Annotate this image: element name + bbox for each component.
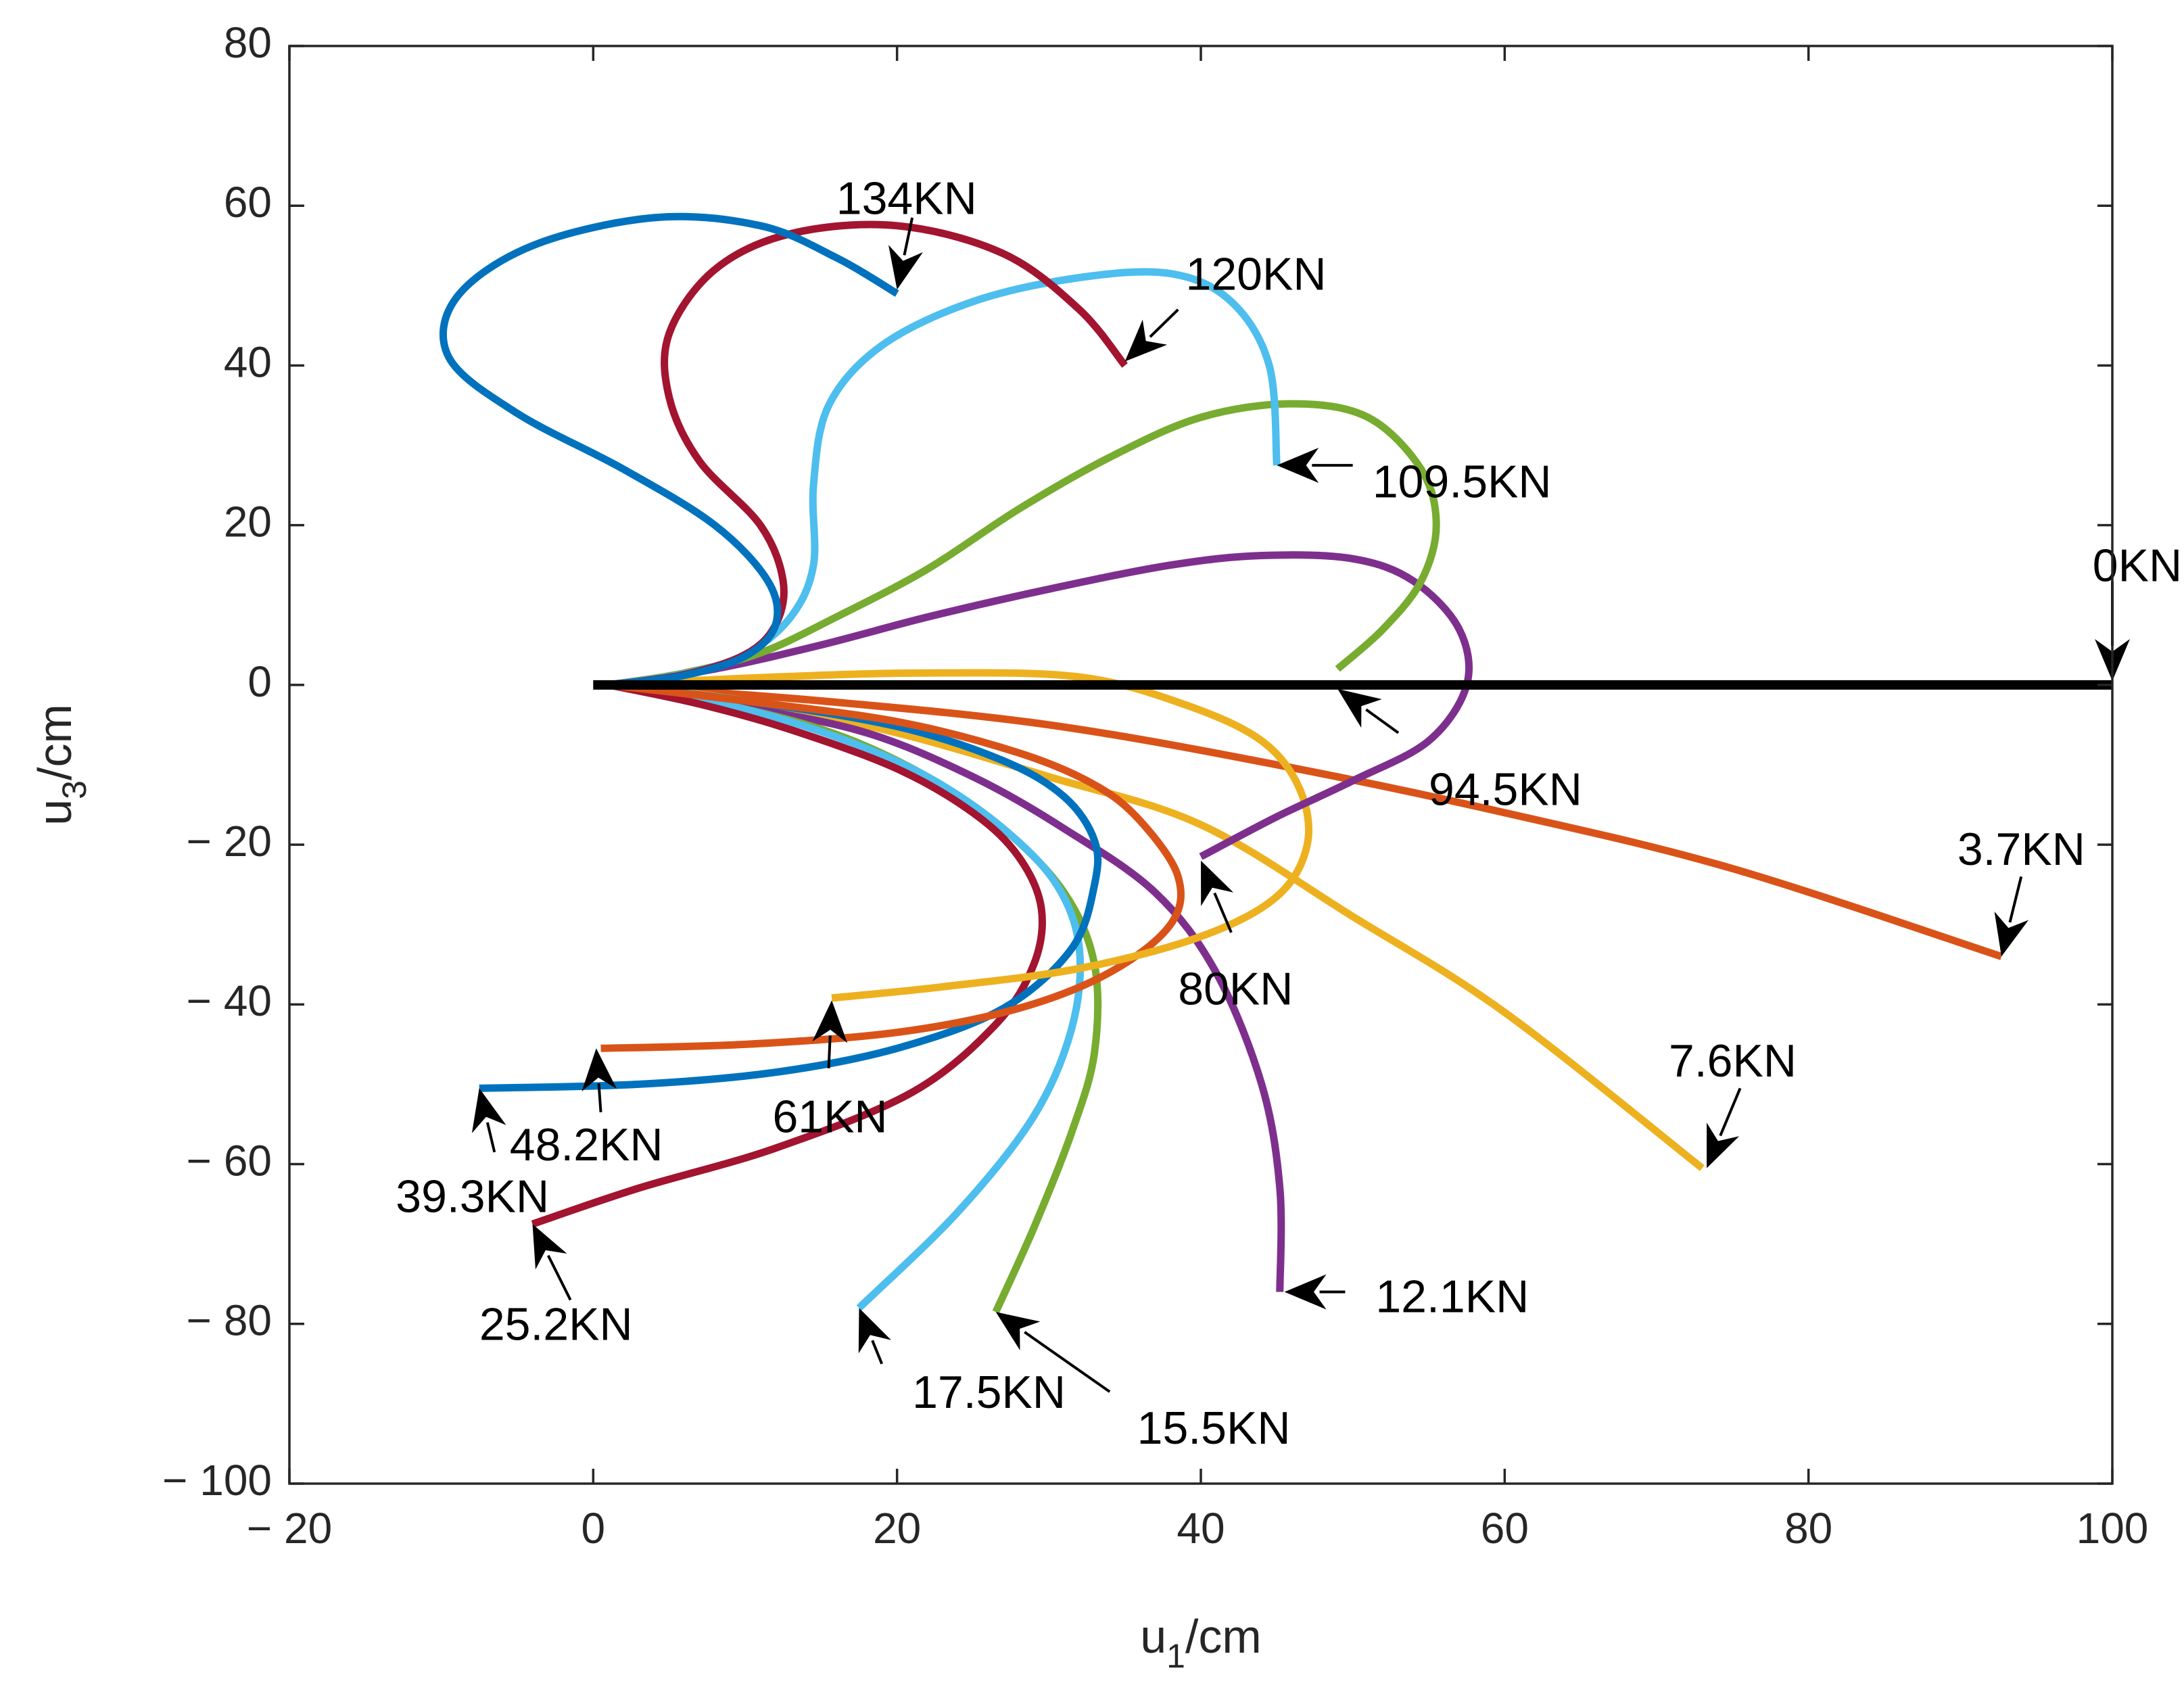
- annotation-layer: 0KN 3.7KN 7.6KN 12.1KN 15.5KN 17.5KN 25.2KN 39.…: [396, 172, 2182, 1454]
- annotation-arrow-shaft: [485, 1122, 496, 1153]
- annotation-arrow-shaft: [1365, 708, 1400, 734]
- annotation-arrow-shaft: [2008, 876, 2023, 923]
- annotation-arrow-shaft: [546, 1254, 572, 1301]
- y-tick-label: − 60: [187, 1136, 272, 1185]
- series-line-61kn: [608, 669, 1312, 1002]
- annotation-label: 15.5KN: [1137, 1402, 1291, 1454]
- y-tick-label: 0: [247, 657, 272, 706]
- x-tick-label: 0: [581, 1504, 606, 1553]
- annotation-arrow-head: [1337, 688, 1382, 728]
- annotation-label: 48.2KN: [510, 1119, 663, 1171]
- series-line-25-2kn: [531, 681, 1046, 1228]
- annotation-label: 17.5KN: [912, 1367, 1066, 1418]
- annotation-arrow-head: [1201, 860, 1234, 906]
- annotation-80kn: 80KN: [1178, 860, 1293, 1015]
- y-tick-label: 40: [224, 337, 272, 386]
- series-line-17-5kn: [607, 681, 1085, 1311]
- annotation-arrow-head: [1284, 1274, 1327, 1310]
- annotation-label: 61KN: [772, 1091, 887, 1143]
- series-line-48-2kn: [600, 681, 1185, 1052]
- annotation-label: 109.5KN: [1373, 456, 1552, 508]
- annotation-134kn: 134KN: [836, 172, 977, 290]
- annotation-7-6kn: 7.6KN: [1669, 1035, 1797, 1168]
- annotation-label: 3.7KN: [1957, 824, 2085, 875]
- y-tick-label: − 40: [187, 976, 272, 1025]
- annotation-label: 120KN: [1186, 248, 1327, 300]
- annotation-3-7kn: 3.7KN: [1957, 824, 2085, 957]
- series-layer: [439, 212, 2112, 1314]
- annotation-arrow-shaft: [827, 1035, 832, 1068]
- annotation-label: 7.6KN: [1669, 1035, 1797, 1087]
- annotation-94-5kn: 94.5KN: [1337, 688, 1582, 815]
- x-tick-label: 20: [873, 1504, 921, 1553]
- y-tick-label: 80: [224, 18, 272, 67]
- annotation-arrow-head: [858, 1308, 891, 1354]
- annotation-15-5kn: 15.5KN: [995, 1312, 1291, 1454]
- annotation-arrow-shaft: [597, 1083, 602, 1112]
- y-tick-label: − 100: [162, 1456, 272, 1505]
- annotation-label: 12.1KN: [1375, 1271, 1529, 1322]
- y-axis-label: u3/cm: [28, 704, 93, 826]
- annotation-arrow-shaft: [1024, 1331, 1111, 1393]
- annotation-arrow-shaft: [1719, 1087, 1742, 1137]
- y-tick-label: − 20: [187, 817, 272, 866]
- y-tick-label: 20: [224, 498, 272, 546]
- annotation-12-1kn: 12.1KN: [1284, 1271, 1529, 1322]
- annotation-25-2kn: 25.2KN: [479, 1224, 633, 1350]
- annotation-109-5kn: 109.5KN: [1277, 448, 1552, 508]
- annotation-label: 80KN: [1178, 964, 1293, 1015]
- annotation-arrow-head: [532, 1224, 567, 1270]
- axes-layer: − 20 0 20 40 60 80 100 − 100 − 80 − 60 − 40 − 20 0 20…: [28, 18, 2148, 1675]
- x-tick-label: 80: [1784, 1504, 1832, 1553]
- x-tick-label: 40: [1177, 1504, 1225, 1553]
- annotation-arrow-head: [888, 245, 923, 290]
- annotation-arrow-shaft: [1149, 308, 1179, 338]
- series-line-134kn: [439, 212, 899, 689]
- annotation-arrow-head: [1994, 912, 2029, 957]
- annotation-label: 25.2KN: [479, 1299, 633, 1350]
- x-tick-label: 60: [1481, 1504, 1529, 1553]
- x-tick-label: − 20: [247, 1504, 332, 1553]
- annotation-label: 134KN: [836, 172, 977, 224]
- annotation-arrow-head: [581, 1048, 617, 1091]
- annotation-39-3kn: 39.3KN: [396, 1088, 549, 1223]
- annotation-arrow-shaft: [871, 1340, 884, 1365]
- annotation-arrow-head: [1277, 448, 1319, 483]
- x-axis-label: u1/cm: [1140, 1610, 1262, 1675]
- x-tick-label: 100: [2076, 1504, 2149, 1553]
- annotation-label: 39.3KN: [396, 1171, 549, 1223]
- annotation-arrow-shaft: [903, 217, 914, 256]
- annotation-arrow-shaft: [1213, 892, 1233, 933]
- y-tick-label: 60: [224, 178, 272, 227]
- annotation-120kn: 120KN: [1124, 248, 1327, 362]
- annotation-61kn: 61KN: [772, 1000, 888, 1143]
- annotation-arrow-head: [471, 1088, 506, 1133]
- annotation-arrow-head: [1707, 1123, 1740, 1168]
- annotation-arrow-head: [995, 1312, 1041, 1350]
- y-tick-label: − 80: [187, 1296, 272, 1345]
- series-line-80kn: [607, 551, 1473, 860]
- annotation-label: 0KN: [2093, 540, 2182, 592]
- annotation-48-2kn: 48.2KN: [510, 1048, 663, 1171]
- annotation-arrow-head: [812, 1000, 848, 1043]
- series-line-94-5kn: [607, 400, 1440, 689]
- annotation-arrow-head: [1124, 319, 1168, 362]
- annotation-17-5kn: 17.5KN: [858, 1308, 1066, 1418]
- annotation-label: 94.5KN: [1429, 763, 1582, 815]
